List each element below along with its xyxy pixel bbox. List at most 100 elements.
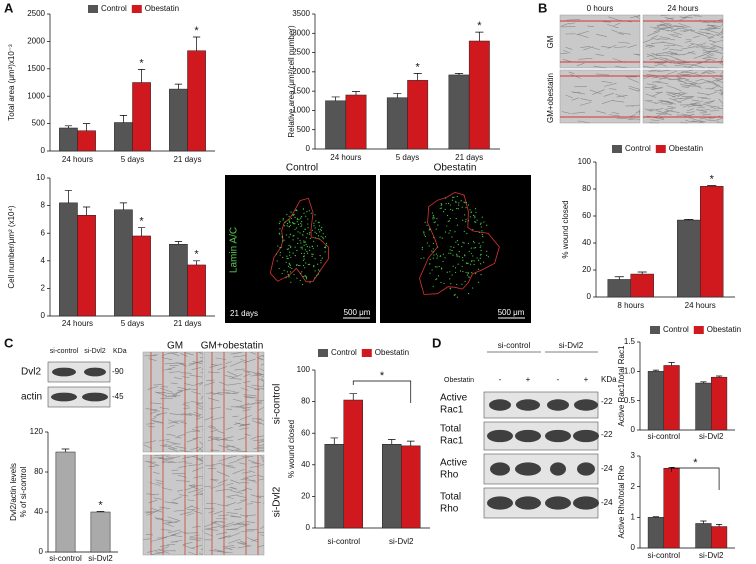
- nucleus: [465, 201, 468, 204]
- nucleus: [428, 245, 430, 247]
- nucleus: [463, 242, 465, 244]
- cell: [700, 46, 709, 49]
- scale-label: 500 μm: [498, 308, 525, 317]
- nucleus: [432, 248, 434, 250]
- cell: [672, 43, 683, 47]
- bar: [407, 80, 429, 150]
- x-tick-label: si-Dvl2: [389, 537, 414, 546]
- cell: [159, 387, 173, 393]
- cell: [162, 522, 174, 528]
- blot-size: -45: [112, 392, 124, 401]
- error-bar: [393, 93, 402, 98]
- cell: [706, 105, 720, 108]
- nucleus: [451, 209, 454, 211]
- band: [487, 429, 513, 443]
- nucleus: [479, 246, 481, 249]
- cell: [253, 373, 265, 378]
- nucleus: [310, 212, 312, 214]
- cell: [188, 464, 197, 466]
- cell: [164, 501, 178, 505]
- nucleus: [296, 264, 298, 267]
- cell: [182, 403, 190, 407]
- nucleus: [320, 259, 322, 261]
- cell: [706, 28, 716, 31]
- nucleus: [309, 237, 312, 239]
- cell: [239, 427, 250, 430]
- cell: [591, 47, 601, 51]
- legend-label: Control: [663, 325, 689, 334]
- cell: [563, 50, 571, 54]
- nucleus: [487, 256, 489, 258]
- cell: [649, 58, 658, 60]
- cell: [259, 455, 265, 459]
- cell: [603, 92, 614, 97]
- bar: [55, 451, 76, 553]
- cell: [173, 395, 181, 397]
- bar: [114, 122, 133, 152]
- nucleus: [307, 218, 309, 220]
- cell: [722, 28, 724, 31]
- cell: [257, 418, 265, 422]
- x-tick-label: si-control: [49, 554, 82, 563]
- y-axis-label: Relative area (μm²/cell number): [287, 25, 296, 138]
- nucleus: [424, 235, 427, 238]
- cell: [672, 91, 685, 95]
- nucleus: [450, 252, 452, 254]
- band: [574, 399, 598, 411]
- nucleus: [307, 252, 309, 254]
- nucleus: [467, 204, 470, 206]
- significance: *: [477, 20, 482, 32]
- cell: [254, 388, 265, 390]
- nucleus: [303, 240, 305, 242]
- nucleus: [449, 249, 451, 251]
- nucleus: [324, 236, 327, 238]
- nucleus: [321, 226, 323, 228]
- legend-label: Obestatin: [145, 4, 179, 13]
- cell: [658, 38, 668, 40]
- cell: [169, 413, 184, 416]
- cell: [664, 44, 676, 47]
- cell: [225, 393, 238, 395]
- cell: [217, 537, 227, 540]
- cell: [192, 466, 204, 472]
- band: [573, 496, 599, 510]
- nucleus: [444, 197, 447, 199]
- cell: [708, 24, 718, 29]
- nucleus: [470, 211, 472, 213]
- bar: [90, 511, 111, 553]
- cell: [571, 97, 579, 101]
- cell: [227, 502, 236, 506]
- error-bar: [119, 202, 128, 210]
- cell: [646, 73, 656, 76]
- cell: [159, 506, 171, 510]
- cell: [243, 373, 251, 377]
- cell: [580, 46, 591, 48]
- cell: [184, 352, 194, 356]
- cell: [188, 485, 197, 487]
- cell: [172, 496, 182, 501]
- x-tick-label: si-control: [328, 537, 361, 546]
- nucleus: [481, 230, 483, 232]
- y-tick-label: 0: [631, 425, 636, 434]
- nucleus: [444, 208, 446, 211]
- cell: [660, 27, 671, 30]
- nucleus: [432, 257, 434, 259]
- error-bar: [707, 185, 717, 187]
- cell: [678, 23, 691, 28]
- nucleus: [306, 250, 308, 253]
- cell: [593, 65, 607, 69]
- nucleus: [279, 251, 281, 254]
- cell: [656, 22, 671, 26]
- nucleus: [440, 204, 442, 206]
- nucleus: [282, 217, 284, 220]
- nucleus: [444, 257, 446, 259]
- cell: [154, 508, 163, 513]
- cell: [689, 72, 703, 77]
- cell: [695, 79, 703, 82]
- cell: [682, 104, 690, 108]
- cell: [186, 438, 197, 443]
- cell: [224, 551, 233, 554]
- y-tick-label: 2500: [292, 48, 310, 57]
- nucleus: [279, 228, 281, 230]
- nucleus: [306, 278, 308, 280]
